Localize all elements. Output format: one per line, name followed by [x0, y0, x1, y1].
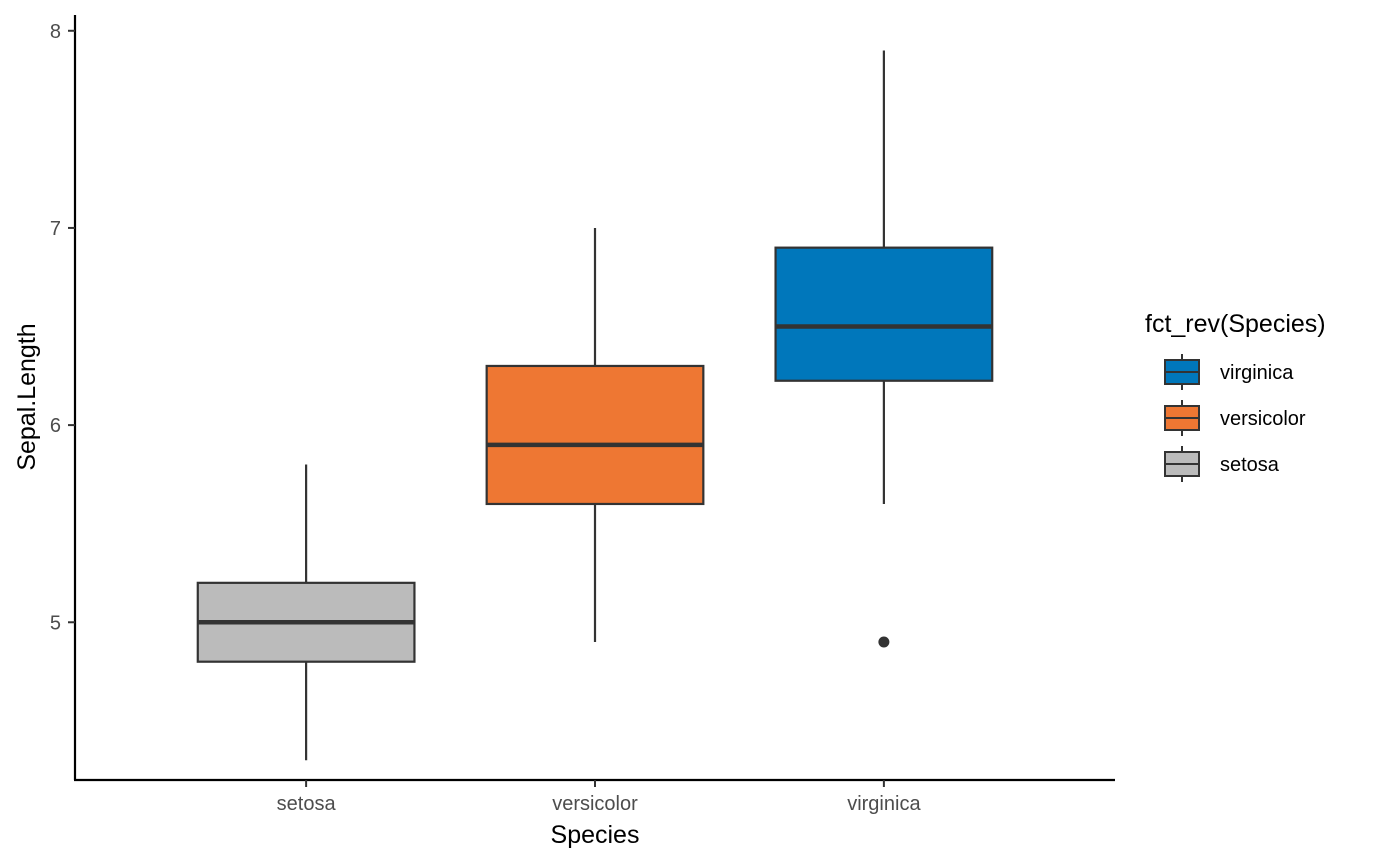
iqr-box	[774, 246, 994, 382]
x-tick-label: versicolor	[552, 793, 638, 815]
legend-title: fct_rev(Species)	[1145, 310, 1326, 338]
x-tick-label: setosa	[277, 793, 337, 815]
legend: fct_rev(Species) virginica versicolor seto…	[1145, 310, 1326, 482]
iqr-box	[485, 364, 705, 506]
axes: 5 6 7 8 setosa versicolor virginica	[50, 15, 1115, 815]
legend-item-setosa: setosa	[1164, 446, 1280, 482]
legend-item-versicolor: versicolor	[1164, 400, 1306, 436]
legend-label: virginica	[1220, 362, 1294, 384]
legend-item-virginica: virginica	[1164, 354, 1294, 390]
x-axis-title: Species	[551, 821, 640, 849]
box-virginica	[774, 50, 994, 648]
y-tick-label: 7	[50, 218, 61, 240]
y-tick-label: 6	[50, 415, 61, 437]
legend-label: versicolor	[1220, 408, 1306, 430]
legend-items: virginica versicolor setosa	[1164, 354, 1306, 482]
outlier-point	[878, 636, 890, 648]
y-axis-title: Sepal.Length	[13, 323, 41, 470]
x-tick-label: virginica	[847, 793, 921, 815]
y-tick-label: 5	[50, 612, 61, 634]
plot-area	[196, 50, 994, 761]
y-tick-label: 8	[50, 21, 61, 43]
box-setosa	[196, 464, 416, 761]
legend-label: setosa	[1220, 454, 1280, 476]
box-versicolor	[485, 227, 705, 642]
